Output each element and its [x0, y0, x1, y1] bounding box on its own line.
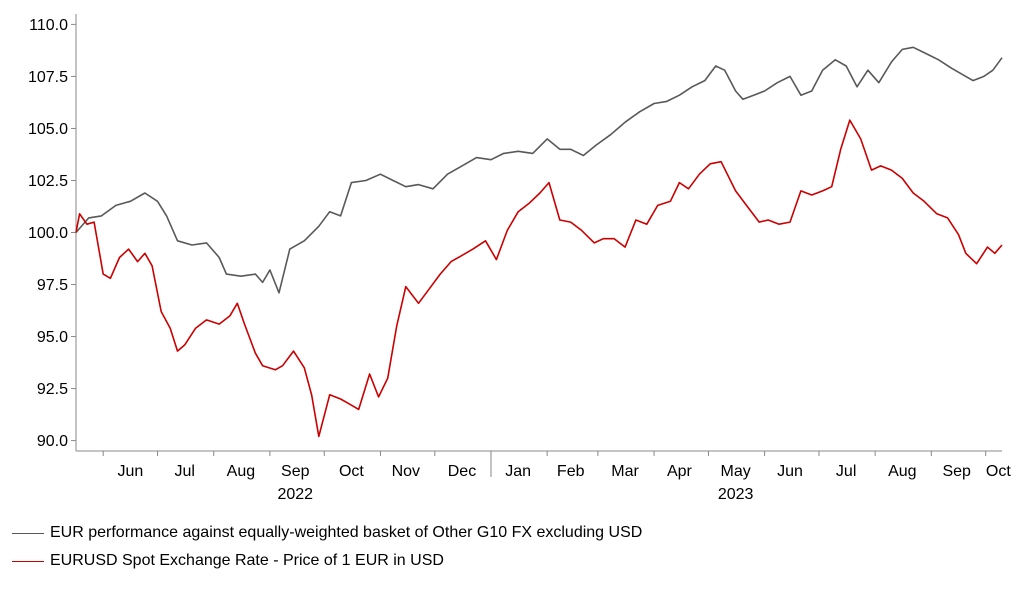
y-axis: 90.0 92.5 95.0 97.5 100.0 102.5 105.0 107.5 110.…	[28, 14, 77, 451]
x-month-label: Jul	[836, 463, 856, 480]
series-layer	[75, 46, 1003, 438]
series-line-eurusd	[75, 119, 1003, 438]
y-tick-label: 90.0	[37, 433, 68, 450]
x-month-label: Jun	[117, 463, 143, 480]
legend-label-eurusd: EURUSD Spot Exchange Rate - Price of 1 E…	[50, 552, 444, 569]
legend-item-eurusd: EURUSD Spot Exchange Rate - Price of 1 E…	[12, 552, 444, 570]
x-month-label: Nov	[392, 463, 420, 480]
x-month-label: Jul	[175, 463, 195, 480]
y-tick-label: 92.5	[37, 381, 68, 398]
x-month-label: Aug	[888, 463, 916, 480]
y-tick-label: 105.0	[28, 121, 68, 138]
x-month-label: Mar	[611, 463, 639, 480]
y-tick-label: 110.0	[29, 17, 68, 34]
x-month-label: Feb	[557, 463, 585, 480]
y-tick-label: 102.5	[28, 173, 68, 190]
x-month-label: May	[720, 463, 750, 480]
x-month-label: Jan	[505, 463, 531, 480]
x-month-label: Oct	[986, 463, 1011, 480]
legend-label-basket: EUR performance against equally-weighted…	[50, 524, 643, 541]
y-tick-label: 107.5	[28, 69, 68, 86]
y-tick-label: 95.0	[37, 329, 68, 346]
y-tick-label: 100.0	[28, 225, 68, 242]
legend-swatch-eurusd	[12, 560, 44, 562]
legend-swatch-basket	[12, 532, 44, 534]
x-month-label: Apr	[667, 463, 693, 480]
x-year-label: 2022	[277, 486, 313, 503]
x-month-label: Sep	[942, 463, 971, 480]
x-month-label: Sep	[281, 463, 310, 480]
legend-item-basket: EUR performance against equally-weighted…	[12, 524, 642, 542]
x-axis: Jun Jul Aug Sep Oct Nov Dec Jan Feb Mar Apr May Jun J…	[76, 450, 1011, 503]
series-line-basket	[75, 46, 1003, 294]
x-month-label: Aug	[227, 463, 255, 480]
x-month-label: Dec	[448, 463, 476, 480]
x-month-label: Jun	[777, 463, 803, 480]
y-tick-label: 97.5	[37, 277, 68, 294]
x-month-label: Oct	[339, 463, 364, 480]
x-year-label: 2023	[718, 486, 754, 503]
